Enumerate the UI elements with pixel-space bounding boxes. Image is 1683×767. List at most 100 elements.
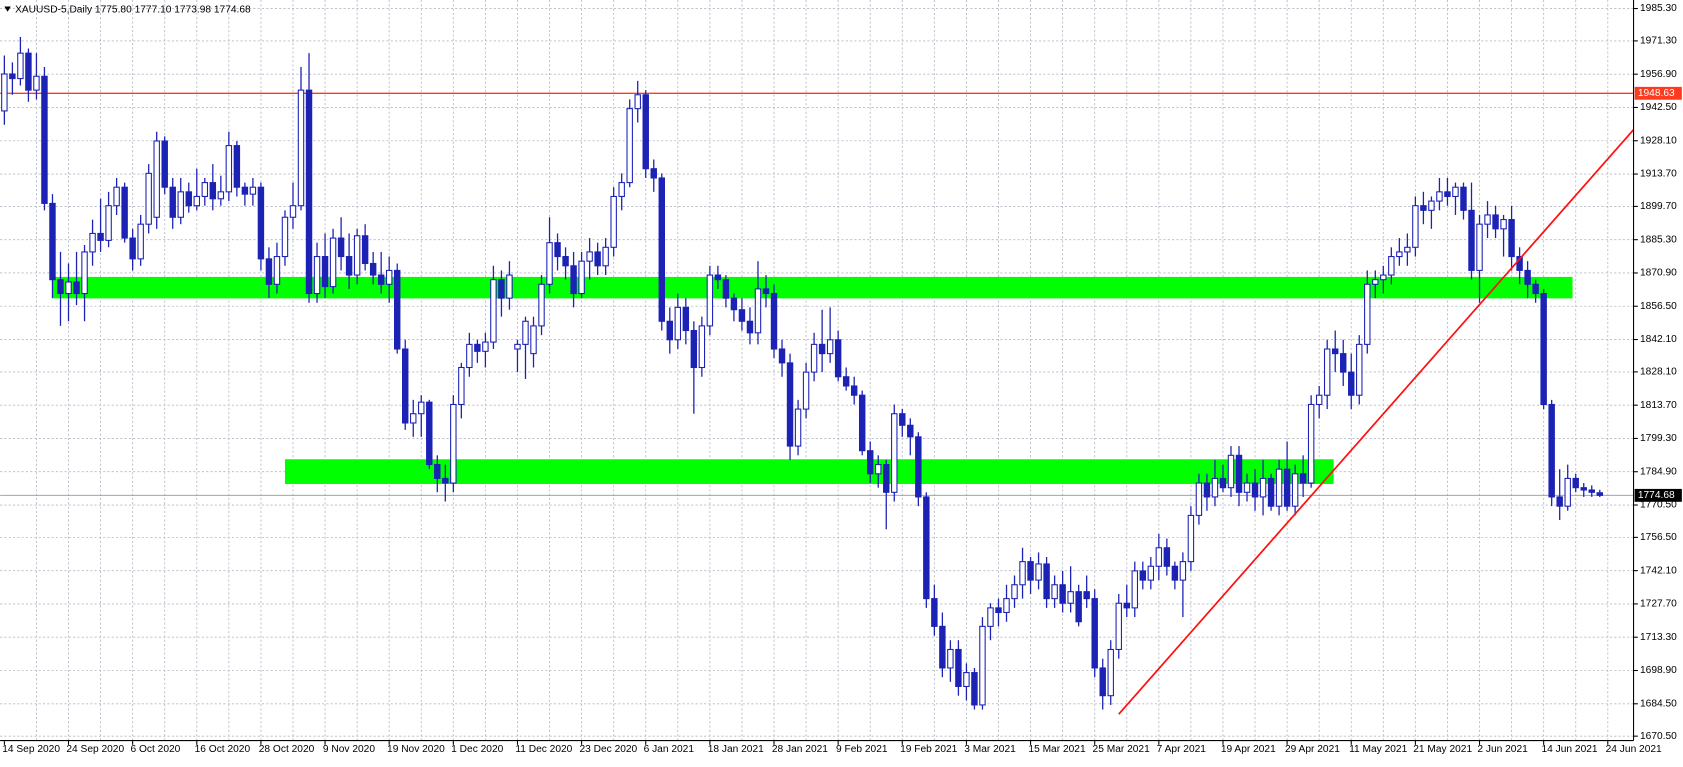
- x-tick-label: 9 Feb 2021: [836, 744, 888, 755]
- candle-body-bull: [1315, 394, 1323, 406]
- candle-body-bull: [1243, 482, 1251, 493]
- candle-body-bear: [650, 168, 657, 179]
- x-tick-label: 14 Jun 2021: [1542, 744, 1598, 755]
- candle-body-bear: [738, 309, 746, 322]
- candle-body-bull: [1067, 591, 1074, 604]
- candle-body-bear: [762, 288, 770, 295]
- x-tick-label: 15 Mar 2021: [1028, 744, 1086, 755]
- candle-body-bear: [786, 362, 794, 447]
- candle-body-bull: [987, 607, 994, 627]
- candle-body-bear: [369, 262, 377, 276]
- candle-body-bull: [353, 235, 361, 276]
- candle-body-bull: [418, 401, 425, 415]
- candle-body-bear: [1572, 477, 1579, 489]
- candle-body-bull: [522, 320, 529, 345]
- candle-body-bull: [273, 256, 281, 285]
- level-box: [1634, 86, 1682, 100]
- candle-body-bear: [377, 274, 385, 285]
- candle-body-bear: [1580, 487, 1587, 491]
- x-tick-label: 9 Nov 2020: [323, 744, 375, 755]
- x-tick-label: 19 Feb 2021: [900, 744, 958, 755]
- candle-body-bull: [225, 145, 233, 193]
- candle-body-bull: [794, 408, 802, 447]
- candle-body-bull: [610, 195, 617, 248]
- candle-body-bull: [1115, 602, 1122, 651]
- candle-body-bull: [1019, 561, 1026, 586]
- candle-body-bear: [321, 256, 329, 288]
- y-tick-label: 1799.30: [1640, 433, 1677, 444]
- candle-body-bear: [1123, 602, 1130, 609]
- candle-body-bull: [482, 341, 489, 352]
- candle-body-bear: [209, 182, 217, 200]
- y-tick-label: 1842.10: [1640, 334, 1677, 345]
- candle-body-bear: [337, 237, 345, 258]
- x-tick-label: 25 Mar 2021: [1093, 744, 1151, 755]
- candle-body-bull: [1323, 348, 1331, 396]
- candle-body-bull: [89, 232, 96, 253]
- candle-body-bear: [393, 269, 401, 350]
- candle-body-bull: [1259, 477, 1267, 498]
- candle-body-bull: [1211, 477, 1219, 498]
- candle-body-bull: [1227, 454, 1235, 489]
- candle-body-bull: [105, 205, 112, 241]
- candle-body-bull: [826, 339, 834, 355]
- x-tick-label: 19 Nov 2020: [387, 744, 445, 755]
- candle-body-bear: [1251, 482, 1259, 498]
- y-tick-label: 1756.50: [1640, 532, 1677, 543]
- x-tick-label: 16 Oct 2020: [195, 744, 251, 755]
- candle-body-bull: [1372, 279, 1379, 285]
- candle-body-bull: [466, 343, 473, 369]
- candle-body-bear: [1083, 591, 1090, 600]
- candle-body-bear: [442, 477, 449, 484]
- candle-body-bull: [754, 288, 762, 334]
- candle-body-bear: [818, 343, 826, 355]
- candle-body-bull: [506, 274, 513, 299]
- candle-body-bull: [281, 216, 289, 258]
- candle-body-bull: [1, 73, 8, 112]
- candle-body-bull: [65, 281, 72, 295]
- candle-body-bear: [1492, 214, 1499, 230]
- candle-body-bear: [658, 177, 665, 322]
- x-tick-label: 24 Jun 2021: [1606, 744, 1662, 755]
- candle-body-bear: [995, 607, 1002, 614]
- x-tick-label: 23 Dec 2020: [579, 744, 637, 755]
- candle-body-bear: [265, 258, 273, 285]
- candle-body-bull: [1107, 648, 1114, 697]
- y-tick-label: 1713.30: [1640, 632, 1677, 643]
- candle-body-bull: [289, 205, 297, 218]
- candle-body-bear: [169, 186, 176, 218]
- candle-body-bear: [1556, 496, 1563, 507]
- candle-body-bull: [1035, 563, 1042, 581]
- candle-body-bear: [1596, 492, 1603, 496]
- x-tick-label: 11 Dec 2020: [515, 744, 572, 755]
- candle-body-bull: [875, 464, 882, 475]
- candle-body-bear: [682, 306, 690, 332]
- candle-body-bear: [746, 320, 754, 334]
- zone: [284, 459, 1334, 484]
- candle-body-bull: [177, 191, 184, 218]
- x-tick-label: 14 Sep 2020: [2, 744, 60, 755]
- candle-body-bear: [1203, 482, 1211, 498]
- candle-body-bull: [458, 366, 465, 406]
- candle-body-bear: [57, 279, 64, 295]
- candle-body-bear: [1348, 371, 1355, 396]
- candle-body-bull: [586, 251, 593, 262]
- candle-body-bear: [233, 145, 241, 188]
- candle-body-bear: [1508, 219, 1515, 258]
- candle-body-bear: [402, 348, 409, 424]
- candle-body-bear: [1099, 667, 1106, 697]
- candle-body-bear: [1043, 563, 1050, 600]
- candle-body-bull: [634, 94, 641, 110]
- candle-body-bull: [1179, 561, 1187, 581]
- candle-body-bull: [201, 182, 209, 197]
- x-tick-label: 6 Oct 2020: [131, 744, 181, 755]
- candle-body-bear: [915, 436, 922, 498]
- y-tick-label: 1928.10: [1640, 135, 1677, 146]
- candle-body-bear: [834, 339, 842, 378]
- candle-body-bull: [410, 413, 417, 424]
- candle-body-bull: [1307, 403, 1315, 484]
- candle-body-bull: [1452, 186, 1459, 197]
- candle-body-bear: [955, 648, 962, 687]
